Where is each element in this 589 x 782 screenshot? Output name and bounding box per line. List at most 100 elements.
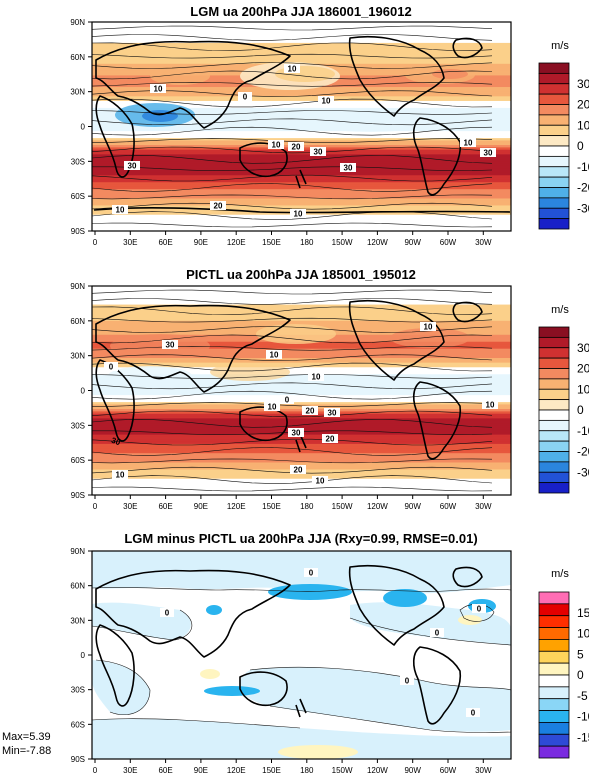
shade-band <box>92 35 511 39</box>
contour-line <box>92 146 493 154</box>
svg-text:10: 10 <box>316 477 325 486</box>
panel-pictl-title: PICTL ua 200hPa JJA 185001_195012 <box>186 267 416 282</box>
shade-band <box>92 177 511 181</box>
svg-text:10: 10 <box>268 403 277 412</box>
contour-line <box>92 34 493 41</box>
x-tick-label: 90W <box>404 766 421 775</box>
shade-band <box>92 406 511 410</box>
contour-line <box>92 362 493 372</box>
colorbar-label: -30 <box>577 201 589 215</box>
shade-band <box>92 200 511 204</box>
shade-band <box>92 351 511 354</box>
contour-line <box>92 289 493 295</box>
colorbar-box <box>538 698 570 711</box>
colorbar-box <box>538 627 570 640</box>
contour-line <box>92 110 493 115</box>
shade-band <box>92 353 511 357</box>
shade-band <box>92 156 511 160</box>
shade-band <box>92 198 511 202</box>
panel-diff-colorbar: 15 10 5 0 -5 -10 -15 <box>538 591 589 759</box>
x-tick-label: 90W <box>404 502 421 511</box>
shade-band <box>92 45 511 49</box>
x-tick-label: 30W <box>475 238 492 247</box>
svg-text:0: 0 <box>309 569 314 578</box>
colorbar-box <box>538 145 570 157</box>
x-tick-label: 150E <box>262 238 281 247</box>
colorbar-box <box>538 378 570 390</box>
colorbar-box <box>538 722 570 735</box>
shade-band <box>92 100 511 104</box>
panel-lgm-title: LGM ua 200hPa JJA 186001_196012 <box>190 4 411 19</box>
shade-band <box>92 52 511 56</box>
shade-band <box>92 28 511 32</box>
shade-band <box>92 344 511 347</box>
contour-line <box>92 98 493 108</box>
shade-band <box>92 135 511 139</box>
shade-band <box>92 483 511 487</box>
shade-band <box>92 149 511 153</box>
svg-text:0: 0 <box>471 709 476 718</box>
colorbar-box <box>538 218 570 230</box>
contour-line <box>92 410 493 418</box>
svg-text:20: 20 <box>326 435 335 444</box>
colorbar-box <box>538 686 570 700</box>
shade-band <box>92 390 511 394</box>
contour-line <box>92 354 493 361</box>
panel-diff-axes: 0 30E 60E 90E 120E 150E 180 150W 120W 90W 60W 30W 90… <box>70 547 492 775</box>
contour-line <box>92 402 493 407</box>
shade-band <box>92 205 511 209</box>
colorbar-box <box>538 419 570 432</box>
colorbar-box <box>538 347 570 359</box>
shade-band <box>92 221 511 225</box>
svg-text:10: 10 <box>322 97 331 106</box>
shade-band <box>92 302 511 306</box>
svg-text:30: 30 <box>128 162 137 171</box>
y-tick-label: 0 <box>81 651 86 660</box>
colorbar-label: -10 <box>577 424 589 438</box>
colorbar-label: 15 <box>577 606 589 620</box>
colorbar-box <box>538 388 570 401</box>
colorbar-label: -10 <box>577 710 589 724</box>
shade-band <box>92 411 511 415</box>
shade-band <box>92 299 511 303</box>
shade-band <box>92 159 511 162</box>
x-tick-label: 60W <box>440 238 457 247</box>
shade-band <box>92 161 511 165</box>
shade-band <box>92 47 511 51</box>
svg-text:30: 30 <box>314 148 323 157</box>
colorbar-label: -5 <box>577 689 588 703</box>
shade-band <box>92 462 511 466</box>
x-tick-label: 180 <box>300 238 314 247</box>
colorbar-box <box>538 357 570 369</box>
shade-band <box>92 33 511 37</box>
svg-text:10: 10 <box>116 471 125 480</box>
shade-band <box>92 228 511 231</box>
svg-text:30: 30 <box>292 429 301 438</box>
contour-line <box>92 90 493 97</box>
shade-band <box>92 378 511 382</box>
shade-band <box>92 367 511 371</box>
x-tick-label: 180 <box>300 766 314 775</box>
shade-band <box>92 295 511 299</box>
x-tick-label: 0 <box>93 238 98 247</box>
colorbar-box <box>538 72 570 85</box>
shade-band <box>92 488 511 491</box>
shade-band <box>92 117 511 121</box>
colorbar-box <box>538 591 570 605</box>
shade-band <box>92 131 511 135</box>
y-tick-label: 30S <box>71 157 85 166</box>
max-label: Max=5.39 <box>2 731 51 743</box>
colorbar-label: -20 <box>577 181 589 195</box>
contour-line <box>92 458 493 464</box>
svg-text:10: 10 <box>154 85 163 94</box>
colorbar-box <box>538 62 570 74</box>
svg-text:10: 10 <box>272 141 281 150</box>
y-tick-label: 60S <box>71 456 85 465</box>
x-tick-label: 90E <box>194 502 208 511</box>
colorbar-label: -10 <box>577 160 589 174</box>
shade-band <box>92 219 511 223</box>
shade-band <box>92 492 511 495</box>
shade-band <box>92 457 511 461</box>
colorbar-box <box>538 124 570 137</box>
